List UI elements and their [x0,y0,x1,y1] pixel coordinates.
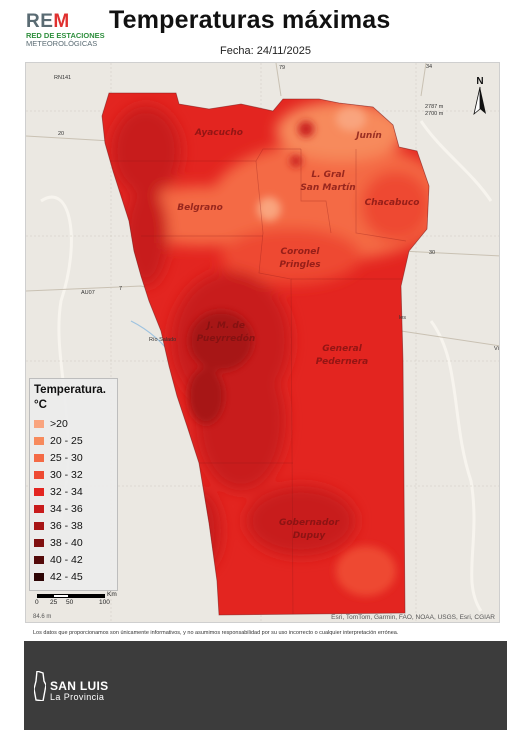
department-label: Gobernador [279,518,340,528]
hot-spots [188,107,396,596]
legend-item: 34 - 36 [34,502,83,515]
legend-label: 25 - 30 [50,451,83,464]
legend-swatch [34,504,44,513]
department-label: J. M. de [205,321,245,331]
legend-item: 36 - 38 [34,519,83,532]
basemap-label: 2787 m [425,104,444,110]
department-label: Coronel [280,247,320,257]
logo-rem-m: M [53,11,70,32]
page-title: Temperaturas máximas [109,6,391,34]
header: REM RED DE ESTACIONES METEOROLÓGICAS Tem… [0,0,531,62]
map-date: Fecha: 24/11/2025 [220,45,311,57]
basemap-label: 7 [119,286,122,292]
department-label: Pueyrredón [197,333,256,344]
legend-item: 42 - 45 [34,570,83,583]
footer: SAN LUIS La Provincia [24,641,507,730]
basemap-label: 79 [279,65,285,71]
scale-label-50: 50 [66,599,74,606]
legend-label: 36 - 38 [50,519,83,532]
legend-label: 32 - 34 [50,485,83,498]
scale-seg-1 [37,594,53,598]
scale-ratio: 84.6 m [33,614,52,620]
scale-label-25: 25 [50,599,58,606]
legend-item: 38 - 40 [34,536,83,549]
department-boundaries [109,148,407,615]
legend-swatch [34,436,44,445]
scale-label-100: 100 [99,599,110,606]
scale-label-0: 0 [35,599,39,606]
map-canvas: Ayacucho Junín L. Gral San Martín Belgrano Ch… [26,63,500,622]
north-arrow-icon: N [473,76,486,116]
basemap-label: 2700 m [425,111,444,117]
scale-unit: Km [107,591,117,598]
legend-label: 38 - 40 [50,536,83,549]
basemap-label: RN141 [54,75,71,81]
legend-item: 32 - 34 [34,485,83,498]
department-label: Junín [354,131,382,141]
department-label: San Martín [300,183,355,193]
department-label: Belgrano [177,203,223,213]
legend-swatch [34,453,44,462]
legend-label: 42 - 45 [50,570,83,583]
basemap-label: Vicu [494,346,500,352]
legend-label: 34 - 36 [50,502,83,515]
legend-item: >20 [34,417,68,430]
footer-subtitle: La Provincia [50,692,105,702]
department-label: Dupuy [293,531,327,541]
basemap-label: 30 [429,250,435,256]
logo-line1: RED DE ESTACIONES [26,31,105,40]
legend-unit: °C [34,399,47,411]
department-label: Pedernera [316,357,368,367]
basemap-label: les [399,315,406,321]
legend-item: 30 - 32 [34,468,83,481]
north-arrow: N [469,74,491,120]
legend-swatch [34,470,44,479]
gradient-blobs [111,101,429,571]
department-label: Ayacucho [194,128,243,138]
logo-line2: METEOROLÓGICAS [26,39,98,48]
map-frame[interactable]: Ayacucho Junín L. Gral San Martín Belgrano Ch… [25,62,500,623]
legend-label: 40 - 42 [50,553,83,566]
basemap-label: AU07 [81,290,95,296]
department-label: L. Gral [311,170,345,180]
scale-seg-3 [69,594,105,598]
scale-seg-2 [53,594,69,598]
legend-swatch [34,419,44,428]
legend-swatch [34,572,44,581]
basemap-label: 34 [426,64,432,70]
legend-label: 30 - 32 [50,468,83,481]
basemap-label: Río Salado [149,337,176,343]
department-labels: Ayacucho Junín L. Gral San Martín Belgrano Ch… [177,128,419,541]
legend-swatch [34,521,44,530]
san-luis-logo-icon [34,671,46,701]
north-label: N [476,76,483,87]
rem-logo: REM RED DE ESTACIONES METEOROLÓGICAS [26,12,105,48]
legend-swatch [34,487,44,496]
department-label: Pringles [279,260,321,270]
legend-label: 20 - 25 [50,434,83,447]
legend: Temperatura. °C >20 20 - 25 25 - 30 30 - 32… [29,378,118,591]
legend-item: 20 - 25 [34,434,83,447]
footer-title: SAN LUIS [50,679,109,693]
scale-bar: 0 25 50 100 Km [33,591,123,610]
disclaimer: Los datos que proporcionamos son únicame… [33,630,399,636]
basemap-label: 20 [58,131,64,137]
legend-item: 40 - 42 [34,553,83,566]
legend-swatch [34,538,44,547]
department-label: General [322,344,363,354]
logo-rem-text: RE [26,11,54,32]
legend-swatch [34,555,44,564]
legend-label: >20 [50,417,68,430]
legend-item: 25 - 30 [34,451,83,464]
department-label: Chacabuco [365,198,420,208]
map-attribution: Esri, TomTom, Garmin, FAO, NOAA, USGS, E… [331,614,495,621]
legend-title: Temperatura. [34,384,107,396]
